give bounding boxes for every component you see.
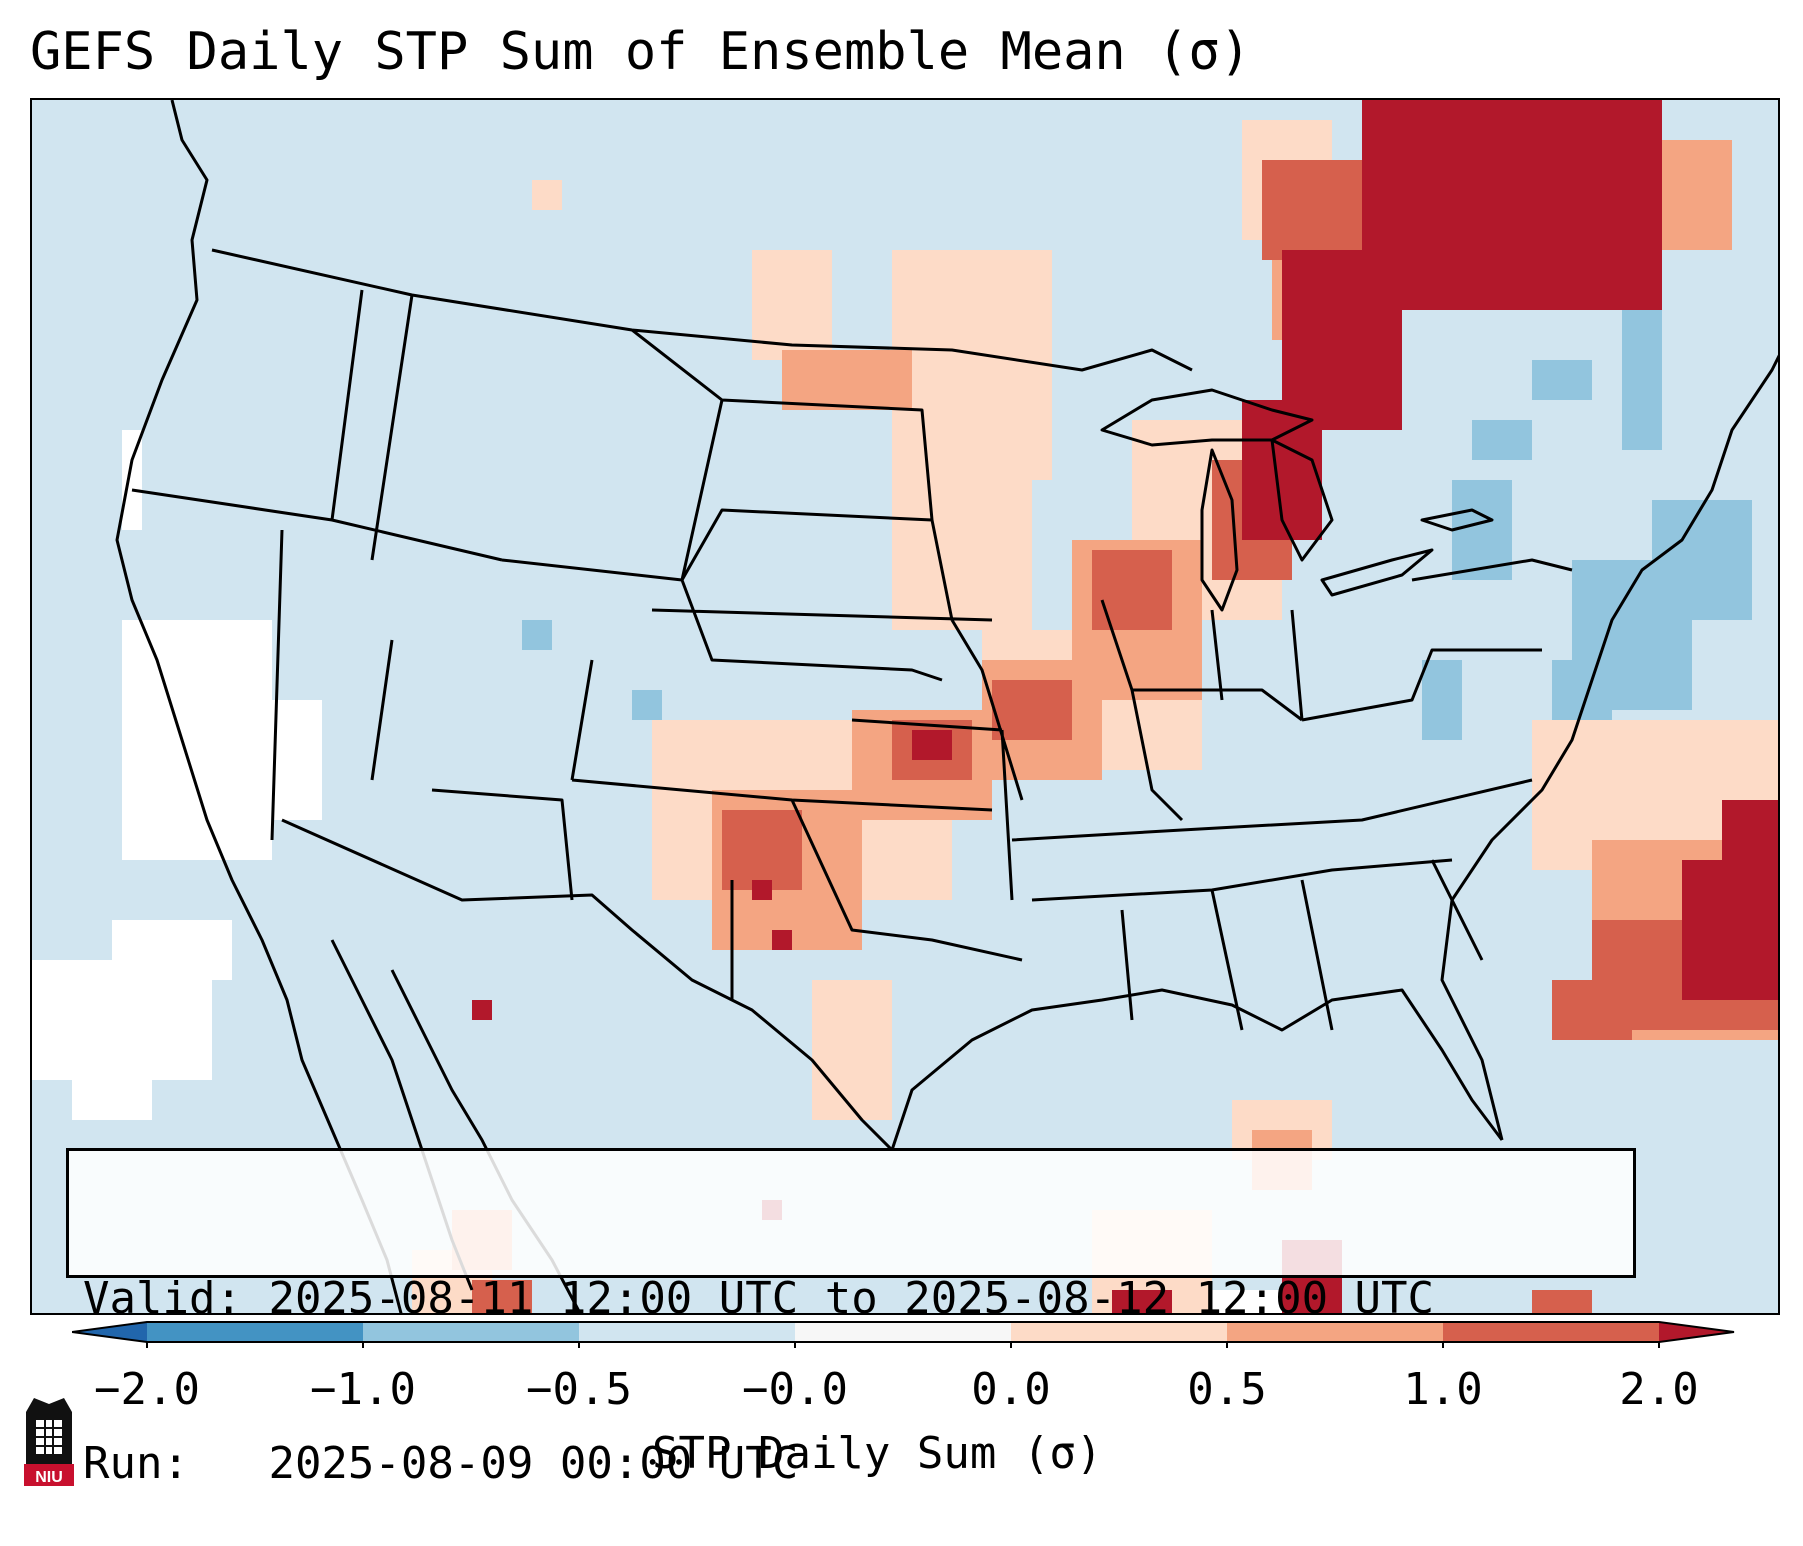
colorbar-tick-label: −0.5 xyxy=(526,1364,632,1415)
colorbar xyxy=(72,1321,1735,1348)
run-label: Run: xyxy=(83,1438,189,1489)
colorbar-segments xyxy=(72,1322,1734,1342)
east-coastline xyxy=(1440,354,1778,1141)
map-canvas xyxy=(32,100,1778,1313)
state-borders xyxy=(131,289,1573,1031)
colorbar-bin xyxy=(363,1322,579,1342)
geographic-boundaries xyxy=(115,100,1778,1313)
valid-value: 2025-08-11 12:00 UTC to 2025-08-12 12:00… xyxy=(268,1273,1435,1324)
lake-ontario xyxy=(1420,508,1494,532)
run-line: Run: 2025-08-09 00:00 UTC xyxy=(83,1436,1633,1491)
colorbar-tick-label: −2.0 xyxy=(94,1364,200,1415)
west-coastline xyxy=(115,100,403,1313)
colorbar-bin xyxy=(1011,1322,1227,1342)
colorbar-bin xyxy=(579,1322,795,1342)
colorbar-over-arrow xyxy=(1659,1322,1734,1342)
gulf-coastline xyxy=(890,988,1504,1151)
colorbar-bin xyxy=(1443,1322,1659,1342)
logo-grid-lines xyxy=(36,1420,62,1454)
logo-text: NIU xyxy=(35,1469,63,1486)
valid-run-info-box: Valid: 2025-08-11 12:00 UTC to 2025-08-1… xyxy=(66,1148,1636,1489)
colorbar-label: STP Daily Sum (σ) xyxy=(652,1428,1103,1479)
colorbar-bin xyxy=(147,1322,363,1342)
us-canada-border xyxy=(211,248,1193,372)
run-value: 2025-08-09 00:00 UTC xyxy=(268,1438,799,1489)
colorbar-outline xyxy=(72,1321,1735,1343)
colorbar-tick-label: 0.0 xyxy=(971,1364,1051,1415)
over-range-area xyxy=(472,100,1778,1313)
colorbar-under-arrow xyxy=(72,1322,147,1342)
anomaly-layer xyxy=(32,100,1778,1313)
near-zero-pacific-area xyxy=(32,430,1312,1313)
colorbar-tick-label: 0.5 xyxy=(1187,1364,1267,1415)
colorbar-bin xyxy=(795,1322,1011,1342)
lake-erie xyxy=(1320,548,1434,597)
colorbar-bin xyxy=(1227,1322,1443,1342)
colorbar-tick-label: 2.0 xyxy=(1619,1364,1699,1415)
lake-superior xyxy=(1100,388,1314,447)
chart-title: GEFS Daily STP Sum of Ensemble Mean (σ) xyxy=(30,22,1251,82)
logo-badge xyxy=(24,1464,74,1486)
us-mexico-border xyxy=(281,818,894,1152)
valid-label: Valid: xyxy=(83,1273,242,1324)
colorbar-tick-label: −1.0 xyxy=(310,1364,416,1415)
colorbar-tick-label: 1.0 xyxy=(1403,1364,1483,1415)
lake-michigan xyxy=(1200,448,1239,612)
lake-huron xyxy=(1270,438,1334,562)
colorbar-tick-label: −0.0 xyxy=(742,1364,848,1415)
niu-logo: NIU xyxy=(24,1398,74,1486)
valid-line: Valid: 2025-08-11 12:00 UTC to 2025-08-1… xyxy=(83,1271,1633,1326)
map-panel xyxy=(30,98,1780,1315)
